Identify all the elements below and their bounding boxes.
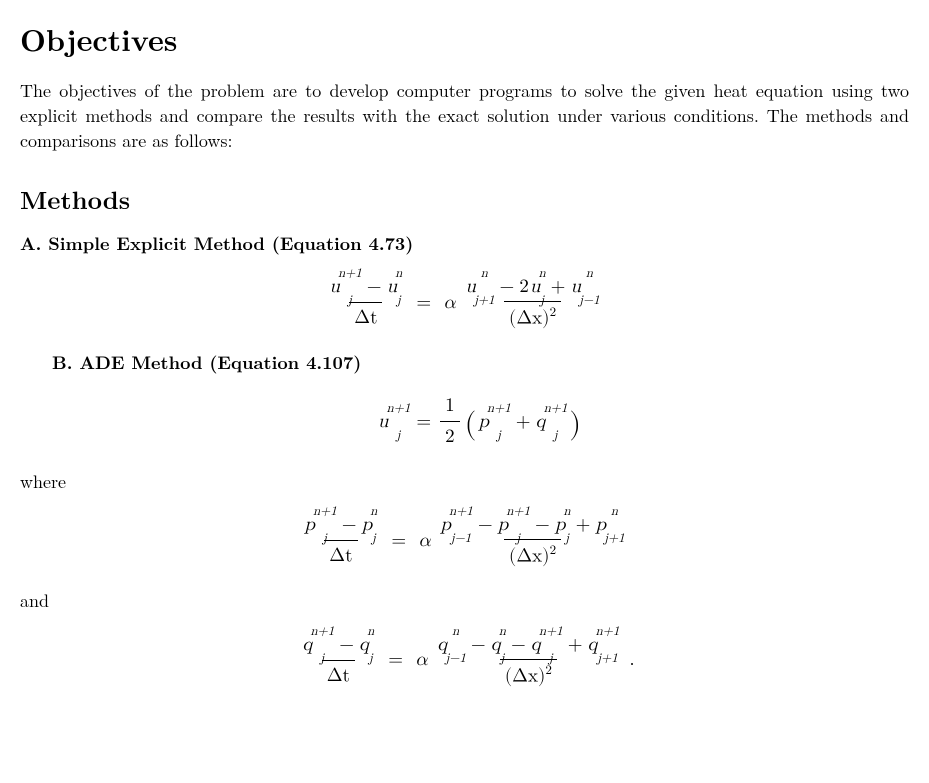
where-label: where bbox=[20, 469, 909, 494]
rhs-fraction: unj+1 − 2unj + unj−1 (Δx)2 bbox=[460, 274, 604, 333]
intro-paragraph: The objectives of the problem are to dev… bbox=[20, 78, 909, 154]
half-fraction: 1 2 bbox=[440, 393, 460, 450]
equation-q: qn+1j − qnj Δt = α qnj−1 − qnj − qn+1j +… bbox=[20, 632, 909, 691]
lhs-q-fraction: qn+1j − qnj Δt bbox=[297, 632, 379, 689]
lhs-p-fraction: pn+1j − pnj Δt bbox=[299, 512, 382, 569]
section-title-objectives: Objectives bbox=[20, 18, 909, 60]
method-b-heading: B. ADE Method (Equation 4.107) bbox=[52, 350, 909, 375]
lhs-fraction: un+1j − unj Δt bbox=[324, 274, 407, 331]
equation-4-73: un+1j − unj Δt = α unj+1 − 2unj + unj−1 … bbox=[20, 274, 909, 333]
equation-4-107-main: un+1j = 1 2 ( pn+1j + qn+1j ) bbox=[52, 393, 909, 450]
section-title-methods: Methods bbox=[20, 182, 909, 217]
rhs-p-fraction: pn+1j−1 − pn+1j − pnj + pnj+1 (Δx)2 bbox=[435, 512, 629, 571]
rhs-q-fraction: qnj−1 − qnj − qn+1j + qn+1j+1 (Δx)2 bbox=[432, 632, 624, 691]
equation-p: pn+1j − pnj Δt = α pn+1j−1 − pn+1j − pnj… bbox=[20, 512, 909, 571]
method-a-heading: A. Simple Explicit Method (Equation 4.73… bbox=[20, 231, 909, 256]
and-label: and bbox=[20, 588, 909, 613]
